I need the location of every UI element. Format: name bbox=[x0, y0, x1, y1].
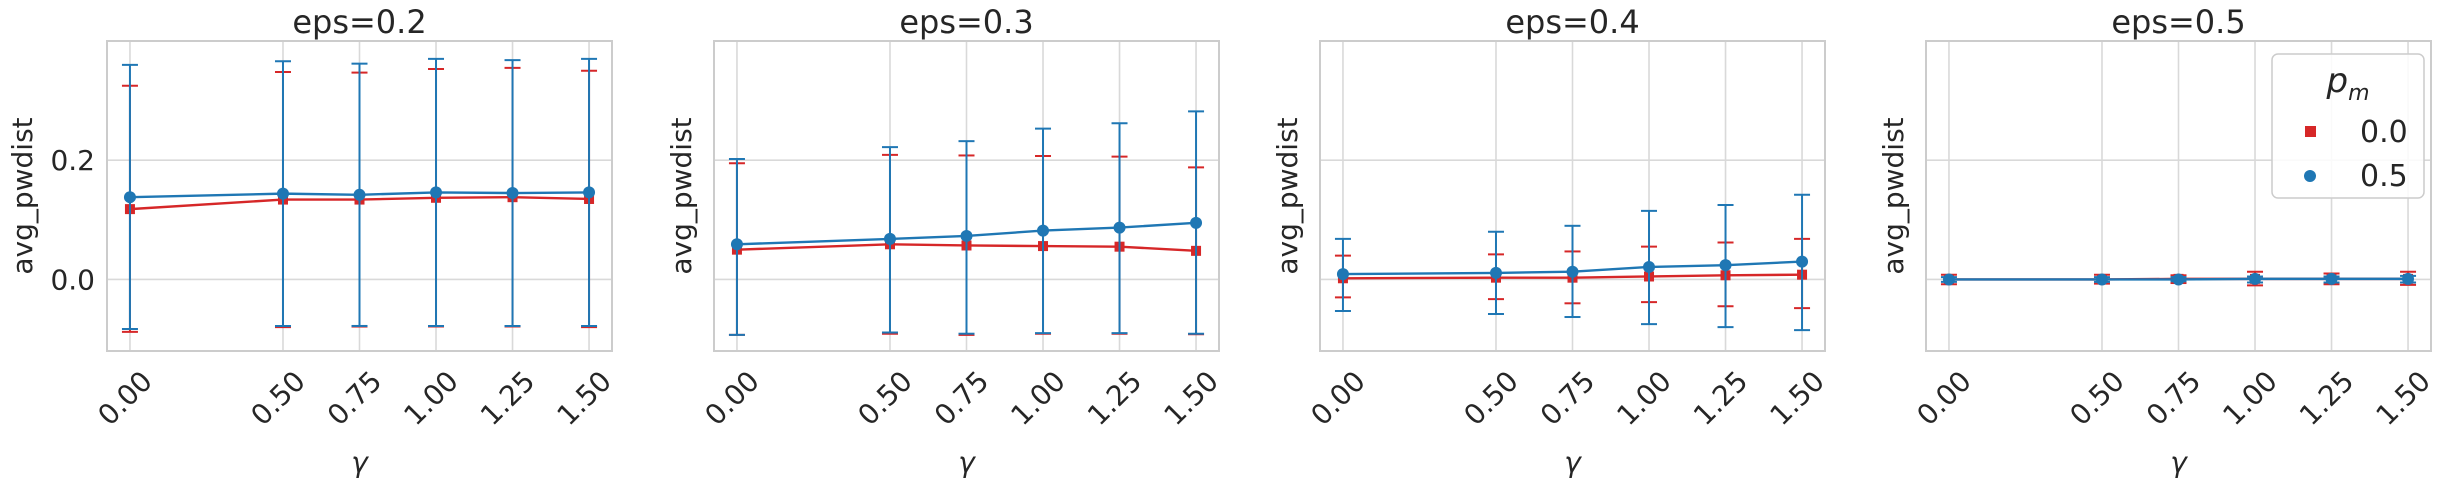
x-tick-label: 1.25 bbox=[1081, 364, 1148, 431]
data-point bbox=[2249, 272, 2262, 285]
x-tick-label: 1.25 bbox=[1687, 364, 1754, 431]
data-point bbox=[2095, 273, 2108, 286]
series-1 bbox=[1940, 272, 2417, 286]
series-line bbox=[1948, 277, 2409, 281]
data-point bbox=[2325, 272, 2338, 285]
data-point bbox=[1796, 255, 1809, 268]
plot-frame bbox=[1319, 40, 1826, 352]
y-tick-label: 0.2 bbox=[50, 144, 95, 177]
x-tick-label: 1.25 bbox=[2293, 364, 2360, 431]
x-tick-label: 1.25 bbox=[474, 364, 541, 431]
x-tick-label: 1.00 bbox=[397, 364, 464, 431]
series-line bbox=[736, 243, 1197, 253]
panel-3: eps=0.4 avg_pwdist 0.00 0.50 0.75 1.00 1.25 1.5… bbox=[1271, 3, 1831, 479]
series-line bbox=[129, 195, 590, 211]
x-tick-label: 0.50 bbox=[851, 364, 918, 431]
data-point bbox=[960, 229, 973, 242]
plot-frame bbox=[106, 40, 613, 352]
series-line bbox=[1342, 260, 1803, 276]
panel-2: eps=0.3 avg_pwdist 0.00 0.50 0.75 1.00 1.25 1.5… bbox=[665, 3, 1225, 479]
x-tick-label: 1.00 bbox=[1610, 364, 1677, 431]
plot-frame bbox=[713, 40, 1220, 352]
data-point bbox=[353, 188, 366, 201]
series-line bbox=[129, 191, 590, 199]
x-tick-label: 0.75 bbox=[1534, 364, 1601, 431]
x-tick-label: 1.50 bbox=[550, 364, 617, 431]
panel-title: eps=0.5 bbox=[2111, 3, 2245, 41]
x-tick-label: 0.00 bbox=[1304, 364, 1371, 431]
x-tick-label: 1.50 bbox=[1763, 364, 1830, 431]
legend-marker-square bbox=[2305, 126, 2316, 137]
y-axis-label: avg_pwdist bbox=[1271, 117, 1304, 274]
data-point bbox=[506, 187, 519, 200]
series-line bbox=[1342, 273, 1803, 280]
series-line bbox=[736, 221, 1197, 246]
legend-title-subscript: m bbox=[2348, 81, 2369, 106]
legend-label: 0.5 bbox=[2360, 159, 2408, 194]
x-tick-label: 0.50 bbox=[244, 364, 311, 431]
x-tick-label: 1.00 bbox=[2216, 364, 2283, 431]
legend-box bbox=[2271, 53, 2425, 199]
data-point bbox=[430, 186, 443, 199]
data-point bbox=[1489, 266, 1502, 279]
y-axis-label: avg_pwdist bbox=[6, 117, 39, 274]
x-tick-label: 1.50 bbox=[1157, 364, 1224, 431]
data-point bbox=[1643, 260, 1656, 273]
series-1 bbox=[1334, 193, 1811, 332]
data-point bbox=[1719, 259, 1732, 272]
legend: pm0.00.5 bbox=[2271, 53, 2425, 199]
data-point bbox=[1190, 216, 1203, 229]
x-tick-label: 1.50 bbox=[2369, 364, 2436, 431]
panel-title: eps=0.2 bbox=[292, 3, 426, 41]
x-axis-label: γ bbox=[958, 446, 976, 479]
y-axis-label: avg_pwdist bbox=[1877, 117, 1910, 274]
data-point bbox=[276, 187, 289, 200]
data-point bbox=[123, 191, 136, 204]
x-tick-label: 1.00 bbox=[1004, 364, 1071, 431]
data-point bbox=[1566, 265, 1579, 278]
x-tick-label: 0.50 bbox=[1457, 364, 1524, 431]
x-axis-label: γ bbox=[2170, 446, 2188, 479]
data-point bbox=[1942, 273, 1955, 286]
x-tick-label: 0.75 bbox=[321, 364, 388, 431]
data-point bbox=[583, 186, 596, 199]
x-tick-label: 0.75 bbox=[2140, 364, 2207, 431]
x-tick-label: 0.50 bbox=[2063, 364, 2130, 431]
y-axis-label: avg_pwdist bbox=[665, 117, 698, 274]
data-point bbox=[2402, 272, 2415, 285]
series-1 bbox=[728, 110, 1205, 336]
data-point bbox=[2172, 273, 2185, 286]
legend-marker-circle bbox=[2304, 170, 2316, 182]
y-tick-label: 0.0 bbox=[50, 263, 95, 296]
x-axis-label: γ bbox=[351, 446, 369, 479]
x-axis-label: γ bbox=[1564, 446, 1582, 479]
x-tick-label: 0.00 bbox=[91, 364, 158, 431]
panel-title: eps=0.4 bbox=[1505, 3, 1639, 41]
plot-frame bbox=[1925, 40, 2432, 352]
series-1 bbox=[121, 57, 598, 330]
data-point bbox=[730, 238, 743, 251]
data-point bbox=[883, 232, 896, 245]
x-tick-label: 0.00 bbox=[1910, 364, 1977, 431]
x-tick-label: 0.75 bbox=[928, 364, 995, 431]
legend-label: 0.0 bbox=[2360, 115, 2408, 150]
data-point bbox=[1336, 268, 1349, 281]
data-point bbox=[1037, 224, 1050, 237]
panel-title: eps=0.3 bbox=[899, 3, 1033, 41]
data-point bbox=[1113, 221, 1126, 234]
x-tick-label: 0.00 bbox=[698, 364, 765, 431]
